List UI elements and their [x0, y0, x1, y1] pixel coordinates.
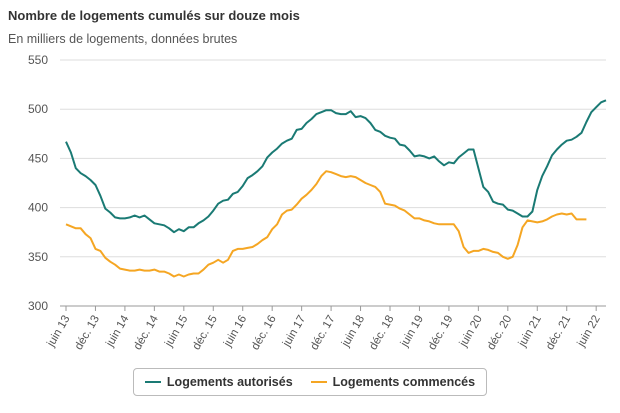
y-tick-label: 550	[28, 53, 48, 67]
x-tick-label: déc. 18	[367, 314, 396, 353]
x-tick-label: juin 16	[221, 314, 249, 350]
chart-title: Nombre de logements cumulés sur douze mo…	[8, 8, 300, 23]
legend-item-autorises[interactable]: Logements autorisés	[144, 375, 293, 389]
y-tick-label: 400	[28, 201, 48, 215]
x-tick-label: juin 17	[280, 314, 308, 350]
x-tick-label: juin 13	[45, 314, 73, 350]
x-tick-label: déc. 19	[426, 314, 455, 353]
x-tick-label: déc. 20	[485, 314, 514, 353]
x-tick-label: juin 22	[575, 314, 603, 350]
legend-swatch-commences	[310, 381, 327, 383]
y-tick-label: 500	[28, 102, 48, 116]
x-tick-label: juin 14	[104, 313, 132, 350]
legend-item-commences[interactable]: Logements commencés	[310, 375, 476, 389]
x-tick-label: juin 20	[457, 314, 485, 350]
x-tick-label: juin 21	[516, 314, 544, 350]
x-tick-label: juin 19	[398, 314, 426, 350]
legend-swatch-autorises	[144, 381, 161, 383]
x-tick-label: déc. 13	[73, 314, 102, 353]
legend-label-commences: Logements commencés	[332, 375, 476, 389]
x-tick-label: juin 18	[339, 314, 367, 350]
series-line-commences	[65, 170, 587, 278]
x-tick-label: déc. 21	[544, 314, 573, 353]
chart-legend: Logements autorisés Logements commencés	[133, 368, 487, 396]
x-tick-label: déc. 15	[191, 314, 220, 353]
legend-label-autorises: Logements autorisés	[166, 375, 293, 389]
y-tick-label: 300	[28, 299, 48, 313]
chart-subtitle: En milliers de logements, données brutes	[8, 32, 238, 46]
x-tick-label: déc. 16	[250, 314, 279, 353]
y-tick-label: 450	[28, 151, 48, 165]
series-line-autorises	[65, 99, 607, 234]
x-tick-label: déc. 17	[308, 314, 337, 353]
y-tick-label: 350	[28, 250, 48, 264]
x-tick-label: juin 15	[163, 314, 191, 350]
x-tick-label: déc. 14	[132, 313, 162, 352]
